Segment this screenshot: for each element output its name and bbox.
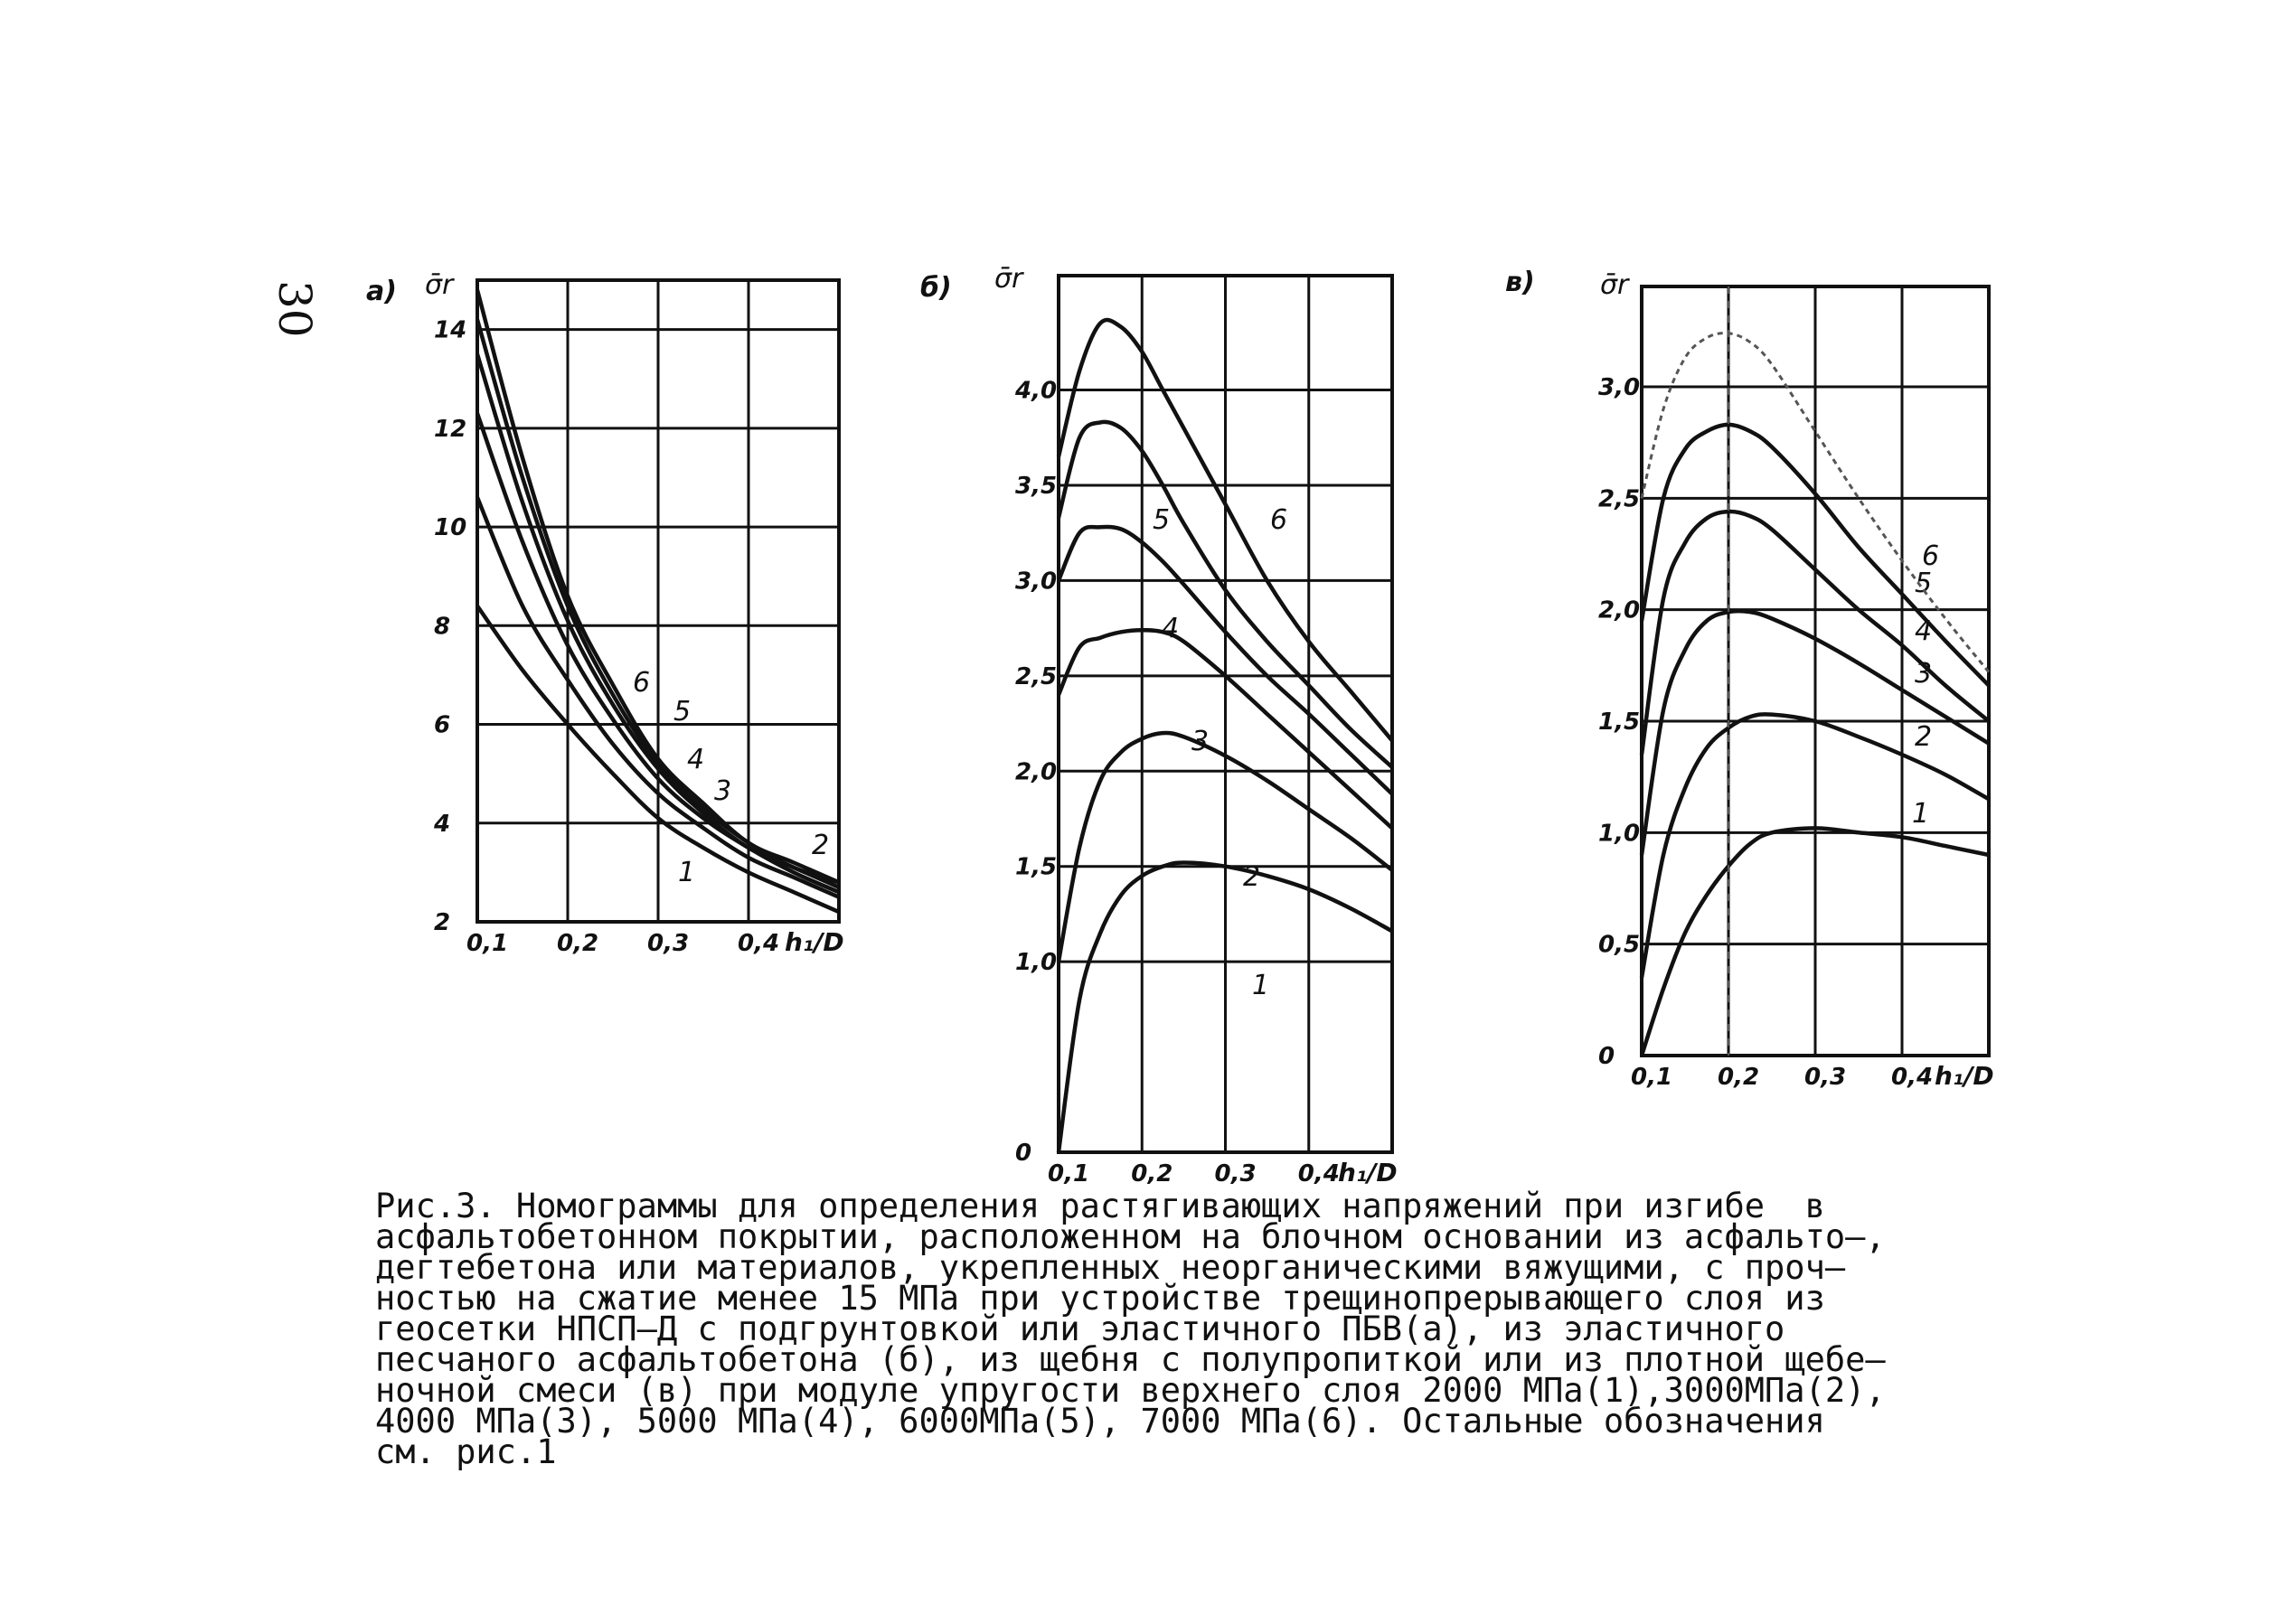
curve-label-4: 4 bbox=[687, 744, 704, 775]
y-tick-label: 2,0 bbox=[1598, 597, 1640, 624]
curve-label-4: 4 bbox=[1162, 613, 1179, 644]
series-line-2 bbox=[1056, 730, 1394, 962]
curve-label-1: 1 bbox=[1912, 798, 1929, 830]
x-tick-label: 0,2 bbox=[557, 930, 598, 957]
x-tick-label: 0,4 bbox=[738, 930, 779, 957]
y-tick-label: 1,0 bbox=[1598, 820, 1640, 847]
y-tick-label: 12 bbox=[434, 416, 466, 443]
caption-line: дегтебетона или материалов, укрепленных … bbox=[375, 1248, 1846, 1287]
caption-line: геосетки НПСП–Д с подгрунтовкой или элас… bbox=[375, 1310, 1785, 1348]
y-tick-label: 3,5 bbox=[1015, 473, 1057, 500]
series-line-1 bbox=[1639, 826, 1990, 1056]
y-tick-label: 3,0 bbox=[1015, 568, 1057, 595]
x-tick-label: 0,3 bbox=[647, 930, 689, 957]
y-tick-label: 10 bbox=[434, 514, 466, 541]
caption-line: асфальтобетонном покрытии, расположенном… bbox=[375, 1217, 1886, 1256]
caption-line: 4000 МПа(3), 5000 МПа(4), 6000МПа(5), 70… bbox=[375, 1402, 1825, 1441]
x-tick-label: 0,2 bbox=[1718, 1064, 1759, 1091]
x-tick-label: 0,1 bbox=[1048, 1160, 1089, 1184]
panel-label: в) bbox=[1505, 267, 1535, 298]
series-line-5 bbox=[1639, 422, 1991, 688]
x-axis-label: h₁/D bbox=[1935, 1061, 1994, 1091]
series-line-6 bbox=[475, 289, 840, 885]
x-tick-label: 0,4 bbox=[1891, 1064, 1933, 1091]
y-tick-label: 0 bbox=[1598, 1043, 1615, 1070]
y-tick-label: 8 bbox=[434, 613, 450, 640]
y-tick-label: 0 bbox=[1015, 1140, 1031, 1167]
series-line-3 bbox=[1639, 608, 1991, 856]
caption-line: песчаного асфальтобетона (б), из щебня с… bbox=[375, 1340, 1886, 1379]
caption-line: ночной смеси (в) при модуле упругости ве… bbox=[375, 1371, 1886, 1410]
curve-label-2: 2 bbox=[812, 830, 829, 861]
series-line-4 bbox=[1639, 509, 1991, 756]
curve-label-3: 3 bbox=[1915, 658, 1932, 690]
y-tick-label: 2 bbox=[434, 909, 450, 936]
y-tick-label: 14 bbox=[434, 317, 466, 344]
curve-label-6: 6 bbox=[1270, 504, 1287, 536]
panel-label: а) bbox=[366, 276, 397, 307]
y-tick-label: 1,5 bbox=[1598, 709, 1640, 736]
y-axis-label: σ̄r bbox=[1600, 269, 1630, 301]
figure-caption: Рис.3. Номограммы для определения растяг… bbox=[375, 1187, 2039, 1471]
y-tick-label: 0,5 bbox=[1598, 932, 1640, 959]
series-line-6 bbox=[1640, 332, 1991, 673]
y-tick-label: 3,0 bbox=[1598, 374, 1640, 401]
y-axis-label: σ̄r bbox=[425, 269, 455, 301]
x-tick-label: 0,3 bbox=[1215, 1160, 1257, 1184]
x-tick-label: 0,1 bbox=[466, 930, 508, 957]
caption-line: см. рис.1 bbox=[375, 1432, 557, 1471]
curve-label-3: 3 bbox=[714, 775, 731, 807]
y-tick-label: 2,0 bbox=[1015, 758, 1057, 785]
series-line-2 bbox=[1639, 712, 1991, 979]
y-tick-label: 4 bbox=[433, 811, 450, 838]
y-tick-label: 4,0 bbox=[1014, 378, 1057, 405]
series-line-6 bbox=[1056, 317, 1394, 742]
series-line-4 bbox=[1056, 524, 1394, 796]
series-line-1 bbox=[1056, 860, 1394, 1153]
y-tick-label: 2,5 bbox=[1598, 485, 1640, 512]
curve-label-1: 1 bbox=[678, 857, 695, 888]
x-tick-label: 0,1 bbox=[1631, 1064, 1672, 1091]
series-line-1 bbox=[476, 605, 840, 915]
x-tick-label: 0,2 bbox=[1131, 1160, 1172, 1184]
y-tick-label: 2,5 bbox=[1015, 663, 1057, 690]
x-axis-label: h₁/D bbox=[785, 927, 844, 957]
curve-label-5: 5 bbox=[1153, 504, 1170, 536]
curve-label-1: 1 bbox=[1252, 970, 1269, 1001]
x-tick-label: 0,3 bbox=[1804, 1064, 1846, 1091]
curve-label-3: 3 bbox=[1191, 726, 1209, 757]
curve-label-2: 2 bbox=[1243, 861, 1260, 893]
series-line-3 bbox=[1056, 627, 1394, 831]
curve-label-6: 6 bbox=[633, 667, 650, 699]
curve-label-6: 6 bbox=[1922, 540, 1939, 572]
caption-line: Рис.3. Номограммы для определения растяг… bbox=[375, 1187, 1825, 1225]
y-tick-label: 1,5 bbox=[1015, 854, 1057, 881]
x-tick-label: 0,4 bbox=[1298, 1160, 1340, 1184]
x-axis-label: h₁/D bbox=[1338, 1158, 1398, 1184]
curve-label-2: 2 bbox=[1915, 721, 1932, 753]
y-axis-label: σ̄r bbox=[994, 263, 1024, 295]
curve-label-5: 5 bbox=[1915, 568, 1932, 599]
y-tick-label: 6 bbox=[434, 712, 450, 739]
series-line-2 bbox=[475, 496, 840, 899]
curve-label-5: 5 bbox=[673, 696, 691, 728]
caption-line: ностью на сжатие менее 15 МПа при устрой… bbox=[375, 1279, 1825, 1318]
series-line-4 bbox=[475, 353, 840, 889]
y-tick-label: 1,0 bbox=[1015, 949, 1057, 976]
series-line-5 bbox=[1056, 419, 1394, 769]
panel-label: б) bbox=[920, 272, 952, 304]
